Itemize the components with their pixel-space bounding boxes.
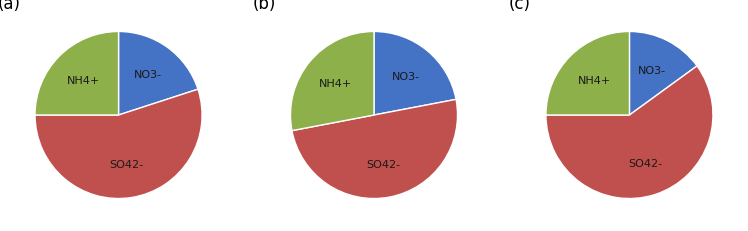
Wedge shape: [546, 67, 713, 199]
Text: NH4+: NH4+: [319, 79, 352, 89]
Text: NO3-: NO3-: [134, 70, 162, 80]
Text: NO3-: NO3-: [392, 72, 420, 82]
Wedge shape: [118, 32, 198, 116]
Text: (a): (a): [0, 0, 20, 13]
Wedge shape: [35, 32, 118, 116]
Text: (b): (b): [253, 0, 276, 13]
Text: SO42-: SO42-: [628, 158, 662, 168]
Wedge shape: [546, 32, 630, 116]
Wedge shape: [290, 32, 374, 131]
Text: SO42-: SO42-: [367, 160, 400, 170]
Wedge shape: [292, 100, 458, 199]
Text: (c): (c): [509, 0, 530, 13]
Wedge shape: [35, 90, 202, 199]
Wedge shape: [374, 32, 456, 116]
Text: NH4+: NH4+: [67, 75, 99, 85]
Text: NO3-: NO3-: [638, 66, 666, 76]
Text: NH4+: NH4+: [577, 75, 610, 85]
Text: SO42-: SO42-: [109, 160, 144, 170]
Wedge shape: [630, 32, 697, 116]
